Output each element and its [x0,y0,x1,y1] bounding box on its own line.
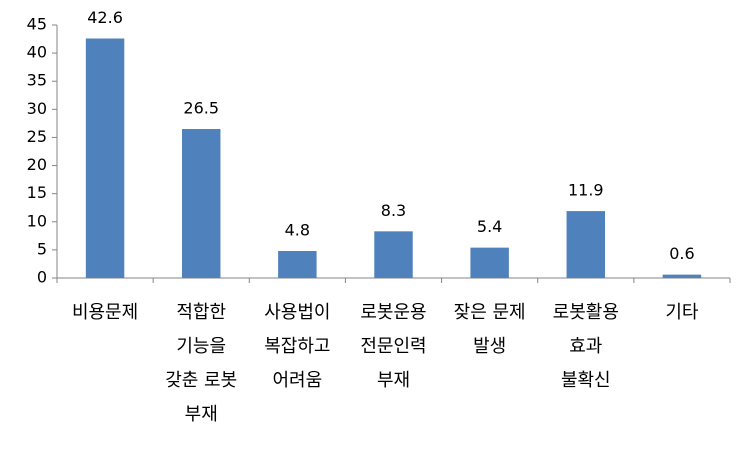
x-tick-label: 기타 [665,302,699,323]
x-tick-label: 잦은 문제 발생 [453,302,526,357]
y-tick-label: 0 [37,268,47,287]
bar [662,274,702,278]
bar [470,247,509,278]
bar [278,251,317,278]
value-label: 5.4 [477,217,502,236]
y-tick-label: 35 [27,71,47,90]
x-tick-label: 비용문제 [71,302,139,323]
value-label: 4.8 [285,221,310,240]
bar [85,38,125,278]
y-tick-label: 40 [27,43,47,62]
bar [181,129,221,278]
y-tick-label: 20 [27,155,47,174]
x-tick-label: 사용법이 복잡하고 어려움 [264,302,331,391]
y-tick-label: 25 [27,127,47,146]
bar [566,211,606,278]
value-label: 42.6 [87,8,123,27]
x-tick-label: 로봇활용 효과 불확신 [552,302,619,391]
y-tick-label: 15 [27,183,47,202]
value-label: 11.9 [568,181,604,200]
y-tick-label: 10 [27,211,47,230]
value-label: 0.6 [669,244,694,263]
y-tick-label: 5 [37,239,47,258]
bar [374,231,413,278]
y-tick-label: 45 [27,15,47,34]
x-tick-label: 적합한 기능을 갖춘 로봇 부재 [165,302,238,425]
x-tick-label: 로봇운용 전문인력 부재 [360,302,427,391]
y-tick-label: 30 [27,99,47,118]
value-label: 26.5 [183,99,219,118]
value-label: 8.3 [381,201,406,220]
